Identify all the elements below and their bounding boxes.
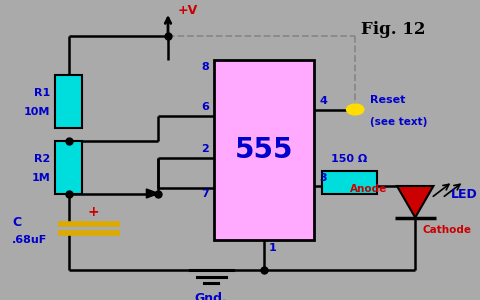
Text: 7: 7 xyxy=(201,189,209,199)
Text: 4: 4 xyxy=(319,97,327,106)
Text: R1: R1 xyxy=(34,88,50,98)
Bar xyxy=(214,60,314,240)
Text: Fig. 12: Fig. 12 xyxy=(361,21,426,38)
Text: C: C xyxy=(12,215,21,229)
Text: Reset: Reset xyxy=(370,95,405,105)
Text: R2: R2 xyxy=(34,154,50,164)
Text: 10M: 10M xyxy=(24,107,50,117)
Text: 3: 3 xyxy=(319,173,327,183)
Text: (see text): (see text) xyxy=(370,117,427,127)
Polygon shape xyxy=(146,189,158,198)
Text: LED: LED xyxy=(451,188,478,202)
Text: Cathode: Cathode xyxy=(422,225,471,235)
Bar xyxy=(322,171,377,194)
Bar xyxy=(55,141,82,194)
Polygon shape xyxy=(397,186,433,218)
Text: 6: 6 xyxy=(201,103,209,112)
Text: 2: 2 xyxy=(201,145,209,154)
Text: .68uF: .68uF xyxy=(12,235,47,245)
Text: Gnd.: Gnd. xyxy=(195,292,228,300)
Text: +V: +V xyxy=(178,4,198,17)
Text: 8: 8 xyxy=(201,62,209,73)
Circle shape xyxy=(347,104,364,115)
Text: Anode: Anode xyxy=(350,184,387,194)
Text: 150 Ω: 150 Ω xyxy=(331,154,367,164)
Text: +: + xyxy=(88,205,99,219)
Text: 555: 555 xyxy=(235,136,293,164)
Text: 1M: 1M xyxy=(32,173,50,183)
Text: 1: 1 xyxy=(269,243,276,253)
Bar xyxy=(55,75,82,128)
